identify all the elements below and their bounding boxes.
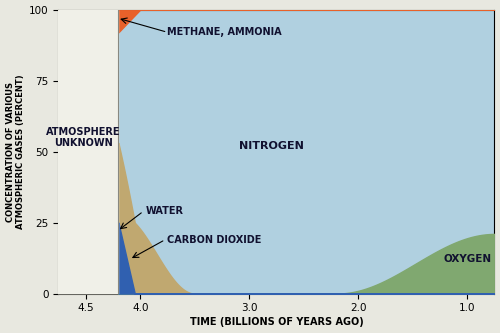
Bar — [58, 10, 118, 294]
Y-axis label: CONCENTRATION OF VARIOUS
ATMOSPHERIC GASES (PERCENT): CONCENTRATION OF VARIOUS ATMOSPHERIC GAS… — [6, 74, 25, 229]
Text: WATER: WATER — [146, 206, 184, 216]
Text: NITROGEN: NITROGEN — [238, 141, 304, 151]
Text: OXYGEN: OXYGEN — [443, 254, 492, 264]
Text: ATMOSPHERE
UNKNOWN: ATMOSPHERE UNKNOWN — [46, 127, 121, 148]
Text: CARBON DIOXIDE: CARBON DIOXIDE — [168, 234, 262, 245]
Text: METHANE, AMMONIA: METHANE, AMMONIA — [168, 27, 282, 37]
X-axis label: TIME (BILLIONS OF YEARS AGO): TIME (BILLIONS OF YEARS AGO) — [190, 317, 364, 327]
